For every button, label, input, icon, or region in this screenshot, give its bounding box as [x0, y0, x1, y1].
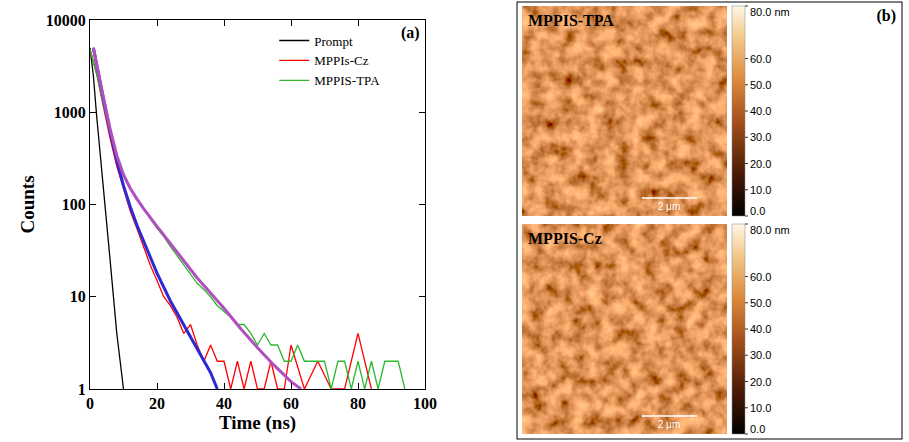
svg-text:Prompt: Prompt [314, 34, 353, 49]
svg-text:(b): (b) [876, 7, 896, 25]
svg-text:10000: 10000 [46, 12, 86, 29]
svg-text:10: 10 [70, 288, 86, 305]
svg-text:MPPIS-TPA: MPPIS-TPA [528, 12, 614, 29]
svg-text:20: 20 [149, 395, 165, 412]
svg-text:1: 1 [78, 381, 86, 398]
svg-text:MPPIS-TPA: MPPIS-TPA [314, 73, 380, 88]
svg-text:80.0 nm: 80.0 nm [750, 224, 790, 236]
svg-text:10.0: 10.0 [750, 402, 771, 414]
svg-text:20.0: 20.0 [750, 376, 771, 388]
svg-text:(a): (a) [401, 24, 420, 42]
svg-text:80: 80 [350, 395, 366, 412]
svg-text:40: 40 [216, 395, 232, 412]
svg-text:0.0: 0.0 [750, 423, 765, 435]
svg-text:60.0: 60.0 [750, 271, 771, 283]
svg-text:20.0: 20.0 [750, 158, 771, 170]
svg-text:Counts: Counts [17, 175, 38, 233]
svg-text:MPPIS-Cz: MPPIS-Cz [528, 230, 602, 247]
svg-text:10.0: 10.0 [750, 184, 771, 196]
svg-text:50.0: 50.0 [750, 79, 771, 91]
svg-text:50.0: 50.0 [750, 297, 771, 309]
svg-text:2 μm: 2 μm [658, 201, 680, 212]
svg-text:MPPIs-Cz: MPPIs-Cz [314, 53, 368, 68]
svg-text:40.0: 40.0 [750, 323, 771, 335]
svg-text:40.0: 40.0 [750, 105, 771, 117]
svg-text:1000: 1000 [54, 104, 86, 121]
svg-text:2 μm: 2 μm [658, 419, 680, 430]
svg-text:80.0 nm: 80.0 nm [750, 6, 790, 18]
svg-text:Time (ns): Time (ns) [219, 412, 296, 434]
svg-text:30.0: 30.0 [750, 131, 771, 143]
svg-text:100: 100 [413, 395, 437, 412]
svg-text:0: 0 [86, 395, 94, 412]
svg-text:0.0: 0.0 [750, 205, 765, 217]
svg-text:60: 60 [283, 395, 299, 412]
svg-text:60.0: 60.0 [750, 53, 771, 65]
svg-text:30.0: 30.0 [750, 349, 771, 361]
svg-text:100: 100 [62, 196, 86, 213]
